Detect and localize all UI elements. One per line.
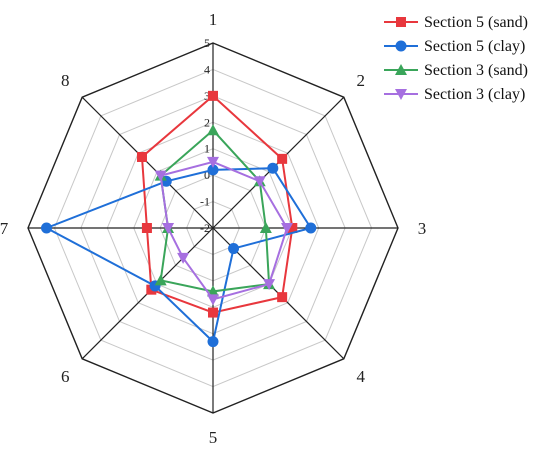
data-point [267,162,279,174]
data-point [207,124,219,136]
data-point [253,176,266,188]
tick-label: 1 [204,142,210,156]
axis-label-1: 1 [209,10,218,29]
legend-marker [396,17,406,27]
spoke-line [81,96,214,229]
data-point [228,243,240,255]
series-1 [41,162,317,348]
data-point [305,222,317,234]
axis-label-8: 8 [61,71,70,90]
axis-label-6: 6 [61,367,70,386]
tick-label: 4 [204,62,210,76]
data-point [207,336,219,348]
legend-label: Section 5 (sand) [424,14,528,31]
legend-item: Section 3 (sand) [384,62,528,79]
axis-labels: 1 2 3 4 5 6 7 8 [0,10,426,447]
series-layer [41,90,317,348]
tick-label: -2 [200,221,210,235]
data-point [259,222,272,233]
tick-label: 3 [204,89,210,103]
legend-item: Section 3 (clay) [384,86,525,103]
data-point [41,222,52,234]
series-2 [154,124,276,297]
data-point [162,223,175,234]
data-point [281,223,293,234]
radial-tick-labels: -2 -1 0 1 2 3 4 5 [200,36,210,235]
axis-label-7: 7 [0,219,9,238]
legend: Section 5 (sand) Section 5 (clay) Section … [384,14,528,103]
tick-label: 0 [204,168,210,182]
legend-label: Section 3 (clay) [424,86,525,103]
tick-label: 2 [204,115,210,129]
legend-label: Section 5 (clay) [424,38,525,55]
data-point [207,294,219,306]
data-point [207,156,219,168]
legend-label: Section 3 (sand) [424,62,528,79]
data-point [208,90,218,101]
data-point [136,151,147,162]
legend-marker [395,40,407,52]
data-point [154,274,167,286]
data-point [263,279,276,291]
data-point [154,170,167,182]
legend-marker [395,89,407,100]
data-point [208,307,218,318]
axis-label-5: 5 [209,428,218,447]
data-point [207,164,219,176]
axis-label-2: 2 [357,71,366,90]
legend-item: Section 5 (clay) [384,38,525,55]
legend-item: Section 5 (sand) [384,14,528,31]
data-point [141,223,152,233]
series-3 [154,156,293,306]
legend-marker [395,64,407,75]
data-point [277,153,288,164]
data-point [287,223,298,233]
tick-label: -1 [200,195,210,209]
axis-label-3: 3 [418,219,427,238]
data-point [277,292,288,303]
tick-label: 5 [204,36,210,50]
axis-label-4: 4 [357,367,366,386]
data-point [177,252,190,264]
